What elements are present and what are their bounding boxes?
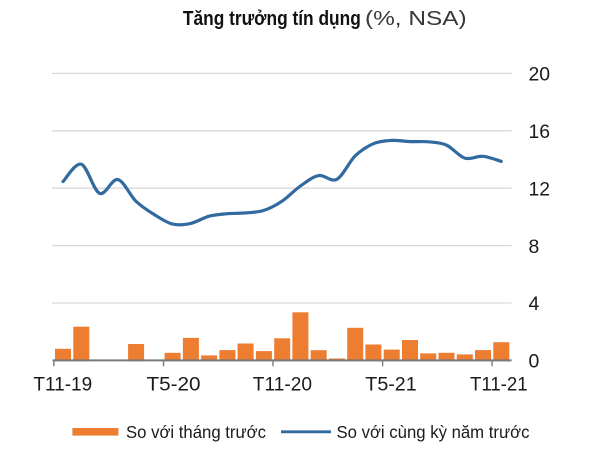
svg-text:16: 16 bbox=[529, 121, 551, 143]
svg-text:T11-21: T11-21 bbox=[470, 373, 528, 395]
svg-text:So với tháng trước: So với tháng trước bbox=[126, 422, 266, 442]
svg-text:T11-19: T11-19 bbox=[33, 373, 92, 395]
svg-text:12: 12 bbox=[529, 178, 551, 200]
svg-text:4: 4 bbox=[529, 293, 540, 315]
svg-text:T5-21: T5-21 bbox=[365, 373, 416, 395]
svg-text:0: 0 bbox=[529, 351, 540, 373]
svg-text:8: 8 bbox=[529, 236, 540, 258]
svg-text:20: 20 bbox=[529, 64, 551, 86]
svg-text:Tăng trưởng tín dụng: Tăng trưởng tín dụng bbox=[183, 8, 361, 30]
svg-text:T11-20: T11-20 bbox=[253, 373, 313, 395]
svg-text:So với cùng kỳ năm trước: So với cùng kỳ năm trước bbox=[337, 422, 530, 442]
svg-text:T5-20: T5-20 bbox=[147, 373, 201, 395]
svg-text:(%, NSA): (%, NSA) bbox=[365, 8, 467, 30]
